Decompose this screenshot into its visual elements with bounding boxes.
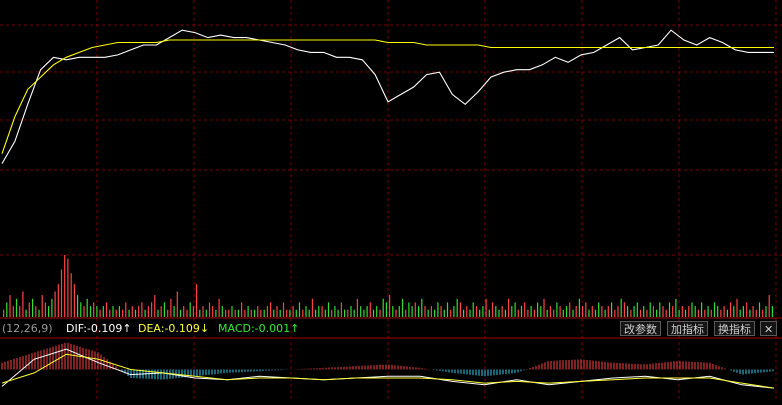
- macd-info-bar: (12,26,9) DIF:-0.109↑ DEA:-0.109↓ MACD:-…: [0, 320, 782, 337]
- add-indicator-button[interactable]: 加指标: [667, 321, 708, 336]
- change-params-button[interactable]: 改参数: [620, 321, 661, 336]
- dea-line: [1, 353, 775, 389]
- switch-indicator-button[interactable]: 换指标: [714, 321, 755, 336]
- close-icon[interactable]: ✕: [760, 321, 778, 336]
- avg-price-line: [1, 39, 774, 154]
- macd-params: (12,26,9): [2, 322, 53, 335]
- macd-label: MACD:-0.001↑: [218, 322, 300, 335]
- dea-label: DEA:-0.109↓: [138, 322, 210, 335]
- dif-line: [1, 348, 775, 389]
- dif-label: DIF:-0.109↑: [66, 322, 132, 335]
